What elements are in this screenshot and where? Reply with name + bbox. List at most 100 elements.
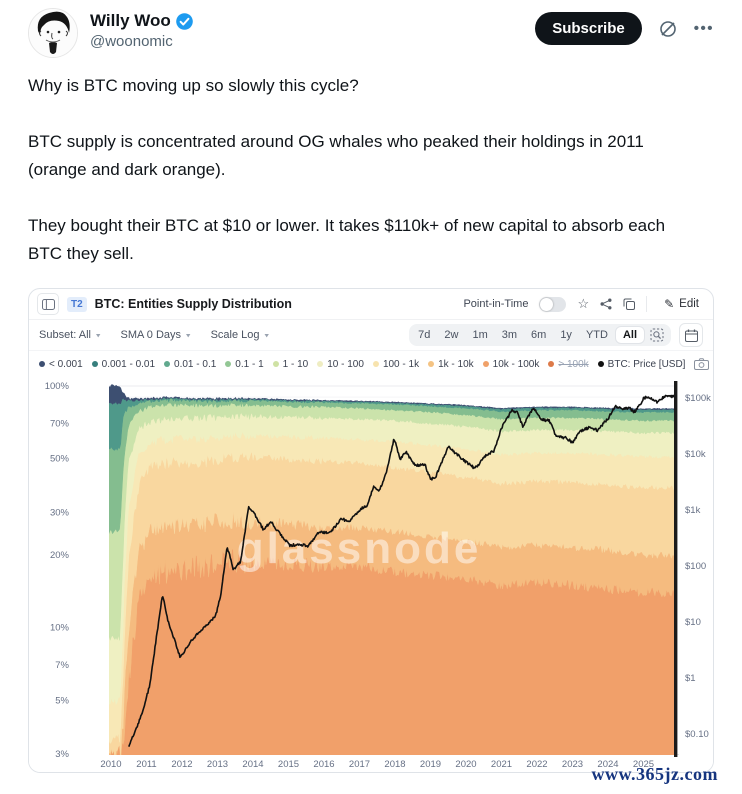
grok-icon[interactable] xyxy=(657,18,679,40)
svg-text:2024: 2024 xyxy=(597,759,618,770)
svg-text:$10: $10 xyxy=(685,617,701,628)
legend-item[interactable]: 1k - 10k xyxy=(428,359,474,370)
edit-button[interactable]: ✎ Edit xyxy=(658,296,705,312)
legend-dot xyxy=(482,361,489,367)
legend-dot xyxy=(39,361,45,367)
chart-body: glassnode 100% 70% 50% 30% 20% 10% 7% 5% 3% $100k… xyxy=(29,377,713,772)
svg-text:$0.10: $0.10 xyxy=(685,729,709,740)
tweet-text: Why is BTC moving up so slowly this cycl… xyxy=(0,58,720,268)
legend-dot xyxy=(428,361,435,367)
svg-text:$100k: $100k xyxy=(685,393,711,404)
chevron-down-icon: ▾ xyxy=(186,330,191,339)
legend-item[interactable]: 0.01 - 0.1 xyxy=(164,359,216,370)
svg-text:2016: 2016 xyxy=(313,759,334,770)
range-3m[interactable]: 3m xyxy=(495,326,524,344)
more-icon[interactable]: ••• xyxy=(693,20,714,37)
legend-dot xyxy=(225,361,232,367)
svg-text:100%: 100% xyxy=(45,381,70,392)
svg-text:2018: 2018 xyxy=(384,759,405,770)
svg-text:2021: 2021 xyxy=(491,759,512,770)
avatar-sketch xyxy=(29,9,77,57)
chart-title: BTC: Entities Supply Distribution xyxy=(94,297,292,311)
range-6m[interactable]: 6m xyxy=(524,326,553,344)
range-ytd[interactable]: YTD xyxy=(579,326,615,344)
svg-text:2025: 2025 xyxy=(633,759,654,770)
legend-item[interactable]: 100 - 1k xyxy=(372,359,419,370)
point-in-time-label: Point-in-Time xyxy=(463,298,529,310)
author-handle[interactable]: @woonomic xyxy=(90,33,173,51)
btc-price-line xyxy=(128,394,675,747)
share-icon[interactable] xyxy=(600,298,612,310)
calendar-icon[interactable] xyxy=(679,323,703,347)
legend-item[interactable]: BTC: Price [USD] xyxy=(597,359,685,370)
chart-legend: < 0.001 0.001 - 0.01 0.01 - 0.1 0.1 - 1 1 - … xyxy=(29,351,713,377)
sidebar-toggle-icon[interactable] xyxy=(37,293,59,315)
legend-dot xyxy=(164,361,171,367)
tweet-paragraph: Why is BTC moving up so slowly this cycl… xyxy=(28,76,359,95)
zoom-area-icon[interactable] xyxy=(645,326,669,344)
svg-text:50%: 50% xyxy=(50,454,70,465)
range-1m[interactable]: 1m xyxy=(465,326,494,344)
stacked-areas xyxy=(109,384,675,755)
verified-badge-icon xyxy=(175,12,193,30)
chart-toolbar: Subset: All ▾ SMA 0 Days ▾ Scale Log ▾ 7d 2w… xyxy=(29,320,713,351)
svg-text:70%: 70% xyxy=(50,418,70,429)
scale-dropdown[interactable]: Scale Log ▾ xyxy=(210,329,270,341)
axis-labels: 100% 70% 50% 30% 20% 10% 7% 5% 3% $100k $10k $1k $10… xyxy=(45,381,711,770)
legend-dot xyxy=(272,361,279,367)
svg-text:7%: 7% xyxy=(55,660,69,671)
point-in-time-toggle[interactable] xyxy=(539,296,567,312)
svg-text:2011: 2011 xyxy=(136,759,156,770)
legend-item[interactable]: < 0.001 xyxy=(39,359,83,370)
svg-text:$1: $1 xyxy=(685,673,696,684)
chevron-down-icon: ▾ xyxy=(95,330,101,339)
svg-text:2017: 2017 xyxy=(349,759,370,770)
glassnode-watermark: glassnode xyxy=(237,524,482,573)
svg-text:2010: 2010 xyxy=(100,759,121,770)
legend-item[interactable]: 10 - 100 xyxy=(317,359,364,370)
svg-text:2015: 2015 xyxy=(278,759,299,770)
legend-item[interactable]: 10k - 100k xyxy=(482,359,539,370)
supply-distribution-chart[interactable]: glassnode 100% 70% 50% 30% 20% 10% 7% 5% 3% $100k… xyxy=(29,377,714,772)
tweet-header: Willy Woo @woonomic Subscribe ••• xyxy=(0,0,742,58)
svg-text:$100: $100 xyxy=(685,561,706,572)
legend-item[interactable]: 0.001 - 0.01 xyxy=(91,359,155,370)
pencil-icon: ✎ xyxy=(664,297,675,311)
subscribe-button[interactable]: Subscribe xyxy=(535,12,642,45)
subset-dropdown[interactable]: Subset: All ▾ xyxy=(39,329,101,341)
svg-text:20%: 20% xyxy=(50,550,70,561)
legend-dot xyxy=(372,361,379,367)
legend-dot xyxy=(91,361,98,367)
svg-text:$10k: $10k xyxy=(685,449,706,460)
range-all[interactable]: All xyxy=(614,326,645,344)
chart-card: T2 BTC: Entities Supply Distribution Poi… xyxy=(28,288,714,773)
copy-icon[interactable] xyxy=(623,298,636,310)
svg-text:2012: 2012 xyxy=(171,759,192,770)
camera-icon[interactable] xyxy=(694,358,710,370)
range-1y[interactable]: 1y xyxy=(553,326,579,344)
svg-text:2020: 2020 xyxy=(455,759,476,770)
range-7d[interactable]: 7d xyxy=(411,326,437,344)
svg-text:3%: 3% xyxy=(55,749,69,760)
chart-card-header: T2 BTC: Entities Supply Distribution Poi… xyxy=(29,289,713,320)
chevron-down-icon: ▾ xyxy=(264,330,270,339)
avatar[interactable] xyxy=(28,8,78,58)
author-name[interactable]: Willy Woo xyxy=(90,11,171,30)
svg-text:2014: 2014 xyxy=(242,759,263,770)
range-2w[interactable]: 2w xyxy=(437,326,465,344)
legend-dot xyxy=(548,361,555,367)
panel-tab[interactable]: T2 xyxy=(67,296,87,312)
tweet-paragraph: BTC supply is concentrated around OG wha… xyxy=(28,132,644,179)
svg-text:2019: 2019 xyxy=(420,759,441,770)
svg-text:5%: 5% xyxy=(55,695,69,706)
tweet-paragraph: They bought their BTC at $10 or lower. I… xyxy=(28,216,666,263)
legend-item[interactable]: > 100k xyxy=(548,359,589,370)
svg-text:10%: 10% xyxy=(50,623,70,634)
star-icon[interactable]: ☆ xyxy=(577,296,590,311)
legend-item[interactable]: 0.1 - 1 xyxy=(225,359,264,370)
sma-dropdown[interactable]: SMA 0 Days ▾ xyxy=(120,329,191,341)
svg-text:2022: 2022 xyxy=(526,759,547,770)
price-axis-bar xyxy=(674,381,678,757)
legend-item[interactable]: 1 - 10 xyxy=(272,359,308,370)
legend-dot xyxy=(597,361,604,367)
